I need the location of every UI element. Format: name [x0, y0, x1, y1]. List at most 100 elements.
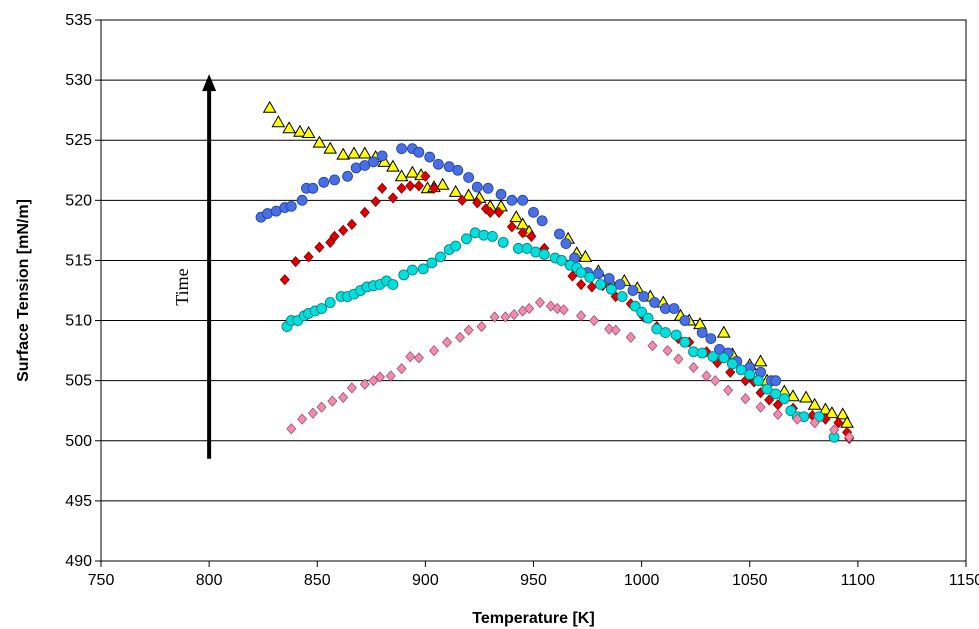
data-point	[506, 194, 518, 206]
data-point	[327, 395, 338, 407]
x-axis-title: Temperature [K]	[472, 610, 594, 627]
data-point	[576, 310, 587, 322]
data-point	[476, 320, 487, 333]
data-point	[755, 401, 766, 413]
data-point	[567, 270, 578, 282]
data-point	[428, 345, 440, 357]
data-point	[342, 170, 353, 182]
data-point	[534, 296, 546, 309]
x-tick-label: 1000	[624, 572, 660, 589]
data-point	[718, 352, 730, 364]
data-point	[509, 210, 524, 223]
data-point	[517, 194, 529, 206]
data-point	[262, 100, 277, 113]
data-point	[526, 230, 537, 242]
x-tick-label: 800	[196, 572, 223, 589]
data-point	[576, 278, 587, 291]
data-point	[396, 143, 407, 155]
data-point	[493, 206, 504, 218]
data-point	[338, 224, 349, 236]
time-label: Time	[172, 268, 192, 305]
data-point	[707, 351, 719, 363]
data-point	[461, 188, 476, 201]
data-point	[426, 257, 438, 269]
data-point	[413, 352, 424, 364]
y-tick-label: 495	[65, 493, 92, 510]
data-point	[753, 375, 764, 387]
data-point	[693, 317, 707, 330]
data-point	[508, 308, 520, 321]
data-point	[482, 182, 494, 194]
data-point	[347, 146, 361, 159]
data-point	[835, 407, 850, 420]
data-point	[420, 170, 431, 182]
data-point	[642, 312, 654, 324]
data-point	[524, 302, 535, 315]
data-point	[723, 384, 734, 396]
data-point	[452, 164, 464, 176]
data-point	[770, 388, 782, 400]
data-point	[616, 291, 628, 302]
data-point	[448, 184, 463, 197]
data-point	[312, 135, 327, 148]
data-point	[396, 363, 407, 375]
data-point	[325, 236, 336, 249]
data-point	[396, 182, 407, 194]
data-point	[441, 336, 453, 348]
data-point	[670, 329, 682, 341]
data-point	[424, 151, 436, 163]
data-point	[716, 325, 731, 338]
y-tick-label: 490	[65, 553, 92, 570]
data-point	[417, 263, 429, 275]
data-point	[463, 324, 474, 336]
data-point	[807, 397, 822, 410]
data-point	[584, 271, 596, 283]
data-point	[271, 115, 286, 128]
x-tick-label: 900	[412, 572, 439, 589]
data-point	[346, 218, 357, 230]
x-tick-label: 950	[520, 572, 547, 589]
data-point	[578, 249, 593, 262]
y-tick-label: 515	[65, 252, 92, 269]
data-point	[753, 354, 768, 367]
data-point	[279, 274, 290, 286]
data-point	[296, 194, 308, 206]
data-point	[489, 311, 500, 323]
data-point	[316, 401, 327, 413]
time-arrow-head	[202, 74, 217, 92]
data-point	[307, 407, 318, 419]
data-point	[406, 264, 418, 276]
y-tick-label: 500	[65, 433, 92, 450]
data-point	[560, 238, 572, 250]
data-point	[625, 331, 636, 343]
data-point	[701, 370, 712, 382]
y-tick-label: 520	[65, 192, 92, 209]
data-point	[297, 413, 308, 425]
data-point	[293, 124, 307, 137]
data-point	[457, 194, 468, 206]
data-point	[370, 195, 381, 208]
data-point	[517, 227, 528, 239]
data-point	[487, 230, 498, 242]
data-point	[428, 182, 440, 194]
data-point	[329, 174, 340, 186]
data-point	[454, 331, 466, 343]
data-point	[471, 181, 483, 193]
x-tick-label: 750	[88, 572, 115, 589]
data-point	[528, 206, 539, 218]
data-point	[764, 394, 775, 406]
data-point	[324, 297, 336, 308]
data-point	[506, 221, 517, 233]
time-annotation: Time	[172, 74, 217, 459]
data-point	[614, 279, 626, 290]
x-tick-label: 1100	[841, 572, 876, 589]
data-point	[710, 375, 721, 387]
data-point	[761, 383, 773, 395]
data-point	[679, 315, 691, 326]
y-tick-label: 535	[65, 12, 92, 29]
data-point	[357, 146, 372, 159]
data-point	[844, 431, 855, 443]
data-point	[303, 251, 314, 263]
data-point	[627, 285, 639, 296]
data-point	[538, 249, 550, 260]
